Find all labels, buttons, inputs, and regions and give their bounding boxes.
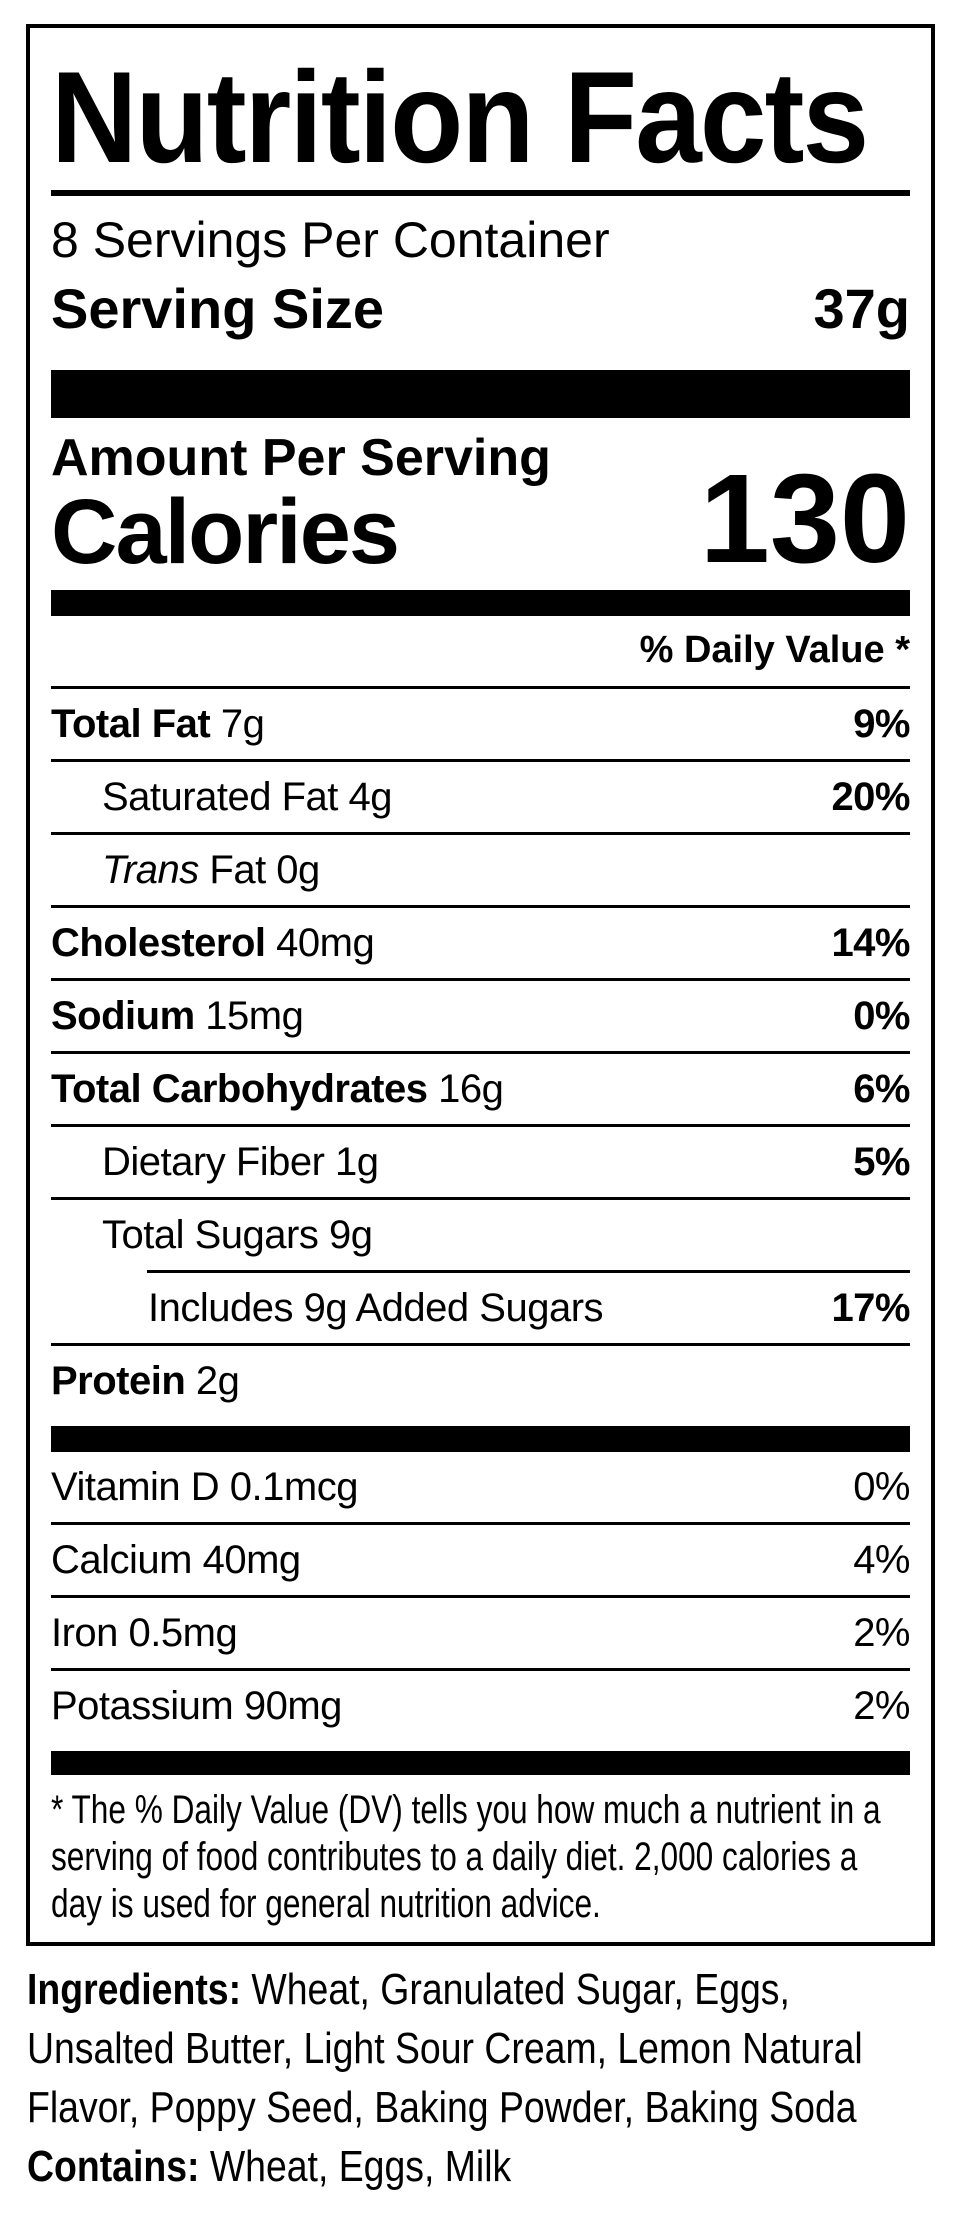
amount-per-serving-label: Amount Per Serving [51,429,551,487]
separator-rule [51,1343,910,1346]
daily-value-header: % Daily Value * [639,629,910,671]
daily-value-footnote: * The % Daily Value (DV) tells you how m… [51,1787,881,1928]
separator-rule [51,1124,910,1127]
serving-size-row: Serving Size 37g [51,276,910,342]
separator-rule [51,905,910,908]
nutrient-row-saturated-fat: Saturated Fat 4g 20% [102,775,910,819]
daily-value: 9% [853,702,910,746]
nutrition-facts-panel: Nutrition Facts 8 Servings Per Container… [26,24,935,1946]
vitamin-row-calcium: Calcium 40mg 4% [51,1538,910,1582]
nutrient-row-added-sugars: Includes 9g Added Sugars 17% [148,1286,910,1330]
ingredients-section: Ingredients: Wheat, Granulated Sugar, Eg… [27,1960,863,2196]
vitamin-row-potassium: Potassium 90mg 2% [51,1684,910,1728]
daily-value: 0% [853,994,910,1038]
separator-rule [51,832,910,835]
calories-value: 130 [699,448,910,589]
vitamin-row-vitamin-d: Vitamin D 0.1mcg 0% [51,1465,910,1509]
ingredients-line: Flavor, Poppy Seed, Baking Powder, Bakin… [27,2083,857,2132]
contains-line: Contains: Wheat, Eggs, Milk [27,2142,512,2191]
panel-title: Nutrition Facts [51,44,869,190]
vitamin-row-iron: Iron 0.5mg 2% [51,1611,910,1655]
separator-rule [51,686,910,689]
separator-rule [51,759,910,762]
daily-value: 0% [853,1465,910,1509]
footnote-line: day is used for general nutrition advice… [51,1882,601,1926]
nutrient-row-trans-fat: Trans Fat 0g [102,848,320,892]
separator-bar-thick [51,370,910,418]
serving-size-label: Serving Size [51,277,385,340]
title-underline [51,190,910,196]
nutrient-row-protein: Protein 2g [51,1359,240,1403]
servings-per-container: 8 Servings Per Container [51,212,610,268]
daily-value: 2% [853,1611,910,1655]
ingredients-line: Unsalted Butter, Light Sour Cream, Lemon… [27,2024,863,2073]
daily-value: 20% [831,775,910,819]
separator-bar-medium [51,590,910,616]
separator-rule [51,1522,910,1525]
daily-value: 4% [853,1538,910,1582]
calories-section: Amount Per Serving Calories 130 [51,429,910,583]
footnote-line: * The % Daily Value (DV) tells you how m… [51,1788,881,1832]
ingredients-line: Ingredients: Wheat, Granulated Sugar, Eg… [27,1965,790,2014]
calories-label: Calories [51,481,400,583]
nutrient-row-dietary-fiber: Dietary Fiber 1g 5% [102,1140,910,1184]
separator-rule [51,1595,910,1598]
separator-rule [51,1197,910,1200]
separator-rule-indented [147,1270,910,1273]
daily-value: 17% [831,1286,910,1330]
nutrient-row-total-carbohydrates: Total Carbohydrates 16g 6% [51,1067,910,1111]
separator-rule [51,1051,910,1054]
nutrient-row-total-fat: Total Fat 7g 9% [51,702,910,746]
daily-value: 5% [853,1140,910,1184]
contains-label: Contains: [27,2142,200,2191]
separator-rule [51,1668,910,1671]
nutrient-row-total-sugars: Total Sugars 9g [102,1213,373,1257]
ingredients-label: Ingredients: [27,1965,242,2014]
serving-size-value: 37g [813,277,911,340]
separator-bar-medium [51,1751,910,1775]
nutrient-row-cholesterol: Cholesterol 40mg 14% [51,921,910,965]
nutrient-row-sodium: Sodium 15mg 0% [51,994,910,1038]
footnote-line: serving of food contributes to a daily d… [51,1835,858,1879]
daily-value: 6% [853,1067,910,1111]
separator-bar-medium [51,1426,910,1452]
daily-value: 2% [853,1684,910,1728]
separator-rule [51,978,910,981]
daily-value: 14% [831,921,910,965]
